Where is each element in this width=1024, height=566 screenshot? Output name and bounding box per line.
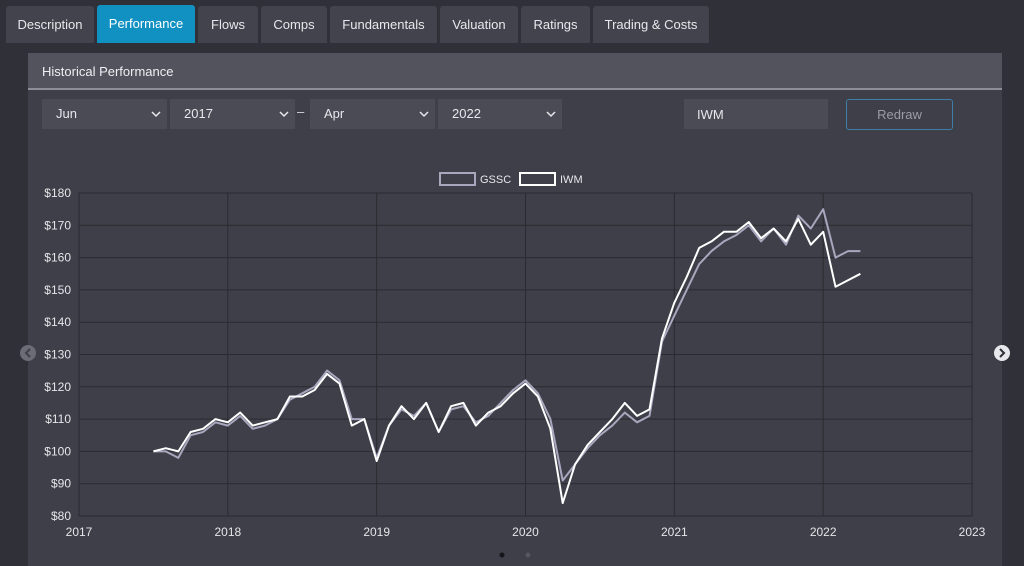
end-month-select[interactable]: Apr bbox=[310, 99, 435, 129]
x-axis-ticks: 2017 2018 2019 2020 2021 2022 2023 bbox=[66, 525, 986, 539]
end-year-value: 2022 bbox=[452, 106, 481, 121]
x-tick-label: 2020 bbox=[512, 525, 539, 539]
y-tick-label: $160 bbox=[44, 251, 71, 265]
legend-label-gssc[interactable]: GSSC bbox=[480, 174, 511, 186]
y-tick-label: $180 bbox=[44, 186, 71, 200]
panel-title: Historical Performance bbox=[42, 64, 174, 79]
x-tick-label: 2018 bbox=[214, 525, 241, 539]
carousel-dot[interactable] bbox=[525, 552, 531, 558]
tab-bar: Description Performance Flows Comps Fund… bbox=[0, 0, 1024, 44]
chart-lines bbox=[153, 208, 861, 505]
end-month-value: Apr bbox=[324, 106, 345, 121]
chevron-left-icon bbox=[24, 348, 31, 358]
tab-fundamentals[interactable]: Fundamentals bbox=[330, 6, 437, 43]
series-line-gssc bbox=[153, 208, 861, 482]
tab-description[interactable]: Description bbox=[6, 6, 94, 43]
y-axis-ticks: $80 $90 $100 $110 $120 $130 $140 $150 $160 $170 $1… bbox=[44, 186, 71, 523]
chevron-down-icon bbox=[419, 111, 429, 118]
chevron-down-icon bbox=[151, 111, 161, 118]
tab-performance[interactable]: Performance bbox=[97, 5, 195, 43]
y-tick-label: $150 bbox=[44, 283, 71, 297]
start-year-value: 2017 bbox=[184, 106, 213, 121]
series-line-iwm bbox=[153, 217, 861, 505]
ticker-input[interactable] bbox=[684, 99, 828, 129]
y-tick-label: $90 bbox=[51, 477, 71, 491]
panel-header: Historical Performance bbox=[28, 53, 1002, 90]
start-month-select[interactable]: Jun bbox=[42, 99, 167, 129]
end-year-select[interactable]: 2022 bbox=[438, 99, 562, 129]
tab-flows[interactable]: Flows bbox=[198, 6, 258, 43]
x-tick-label: 2023 bbox=[959, 525, 986, 539]
tab-valuation[interactable]: Valuation bbox=[440, 6, 518, 43]
y-tick-label: $120 bbox=[44, 380, 71, 394]
legend-swatch-iwm[interactable] bbox=[519, 172, 556, 186]
chevron-right-icon bbox=[999, 348, 1006, 358]
tab-comps[interactable]: Comps bbox=[261, 6, 327, 43]
carousel-prev-button[interactable] bbox=[20, 345, 36, 361]
chart-legend: GSSC IWM bbox=[439, 172, 583, 186]
chevron-down-icon bbox=[279, 111, 289, 118]
y-tick-label: $80 bbox=[51, 509, 71, 523]
y-tick-label: $110 bbox=[45, 412, 71, 426]
y-tick-label: $170 bbox=[44, 218, 71, 232]
x-tick-label: 2017 bbox=[66, 525, 93, 539]
x-tick-label: 2021 bbox=[661, 525, 688, 539]
x-tick-label: 2022 bbox=[810, 525, 837, 539]
tab-ratings[interactable]: Ratings bbox=[521, 6, 590, 43]
carousel-dot-active[interactable] bbox=[499, 552, 505, 558]
range-separator: – bbox=[297, 104, 305, 119]
x-tick-label: 2019 bbox=[363, 525, 390, 539]
y-tick-label: $140 bbox=[44, 315, 71, 329]
carousel-next-button[interactable] bbox=[994, 345, 1010, 361]
legend-label-iwm[interactable]: IWM bbox=[560, 174, 583, 186]
legend-swatch-gssc[interactable] bbox=[439, 172, 476, 186]
chart-grid bbox=[78, 192, 973, 517]
start-year-select[interactable]: 2017 bbox=[170, 99, 295, 129]
y-tick-label: $100 bbox=[44, 444, 71, 458]
historical-performance-panel: Historical Performance bbox=[28, 53, 1002, 566]
chevron-down-icon bbox=[546, 111, 556, 118]
redraw-button[interactable]: Redraw bbox=[846, 99, 953, 130]
start-month-value: Jun bbox=[56, 106, 77, 121]
tab-trading-costs[interactable]: Trading & Costs bbox=[593, 6, 709, 43]
y-tick-label: $130 bbox=[44, 348, 71, 362]
